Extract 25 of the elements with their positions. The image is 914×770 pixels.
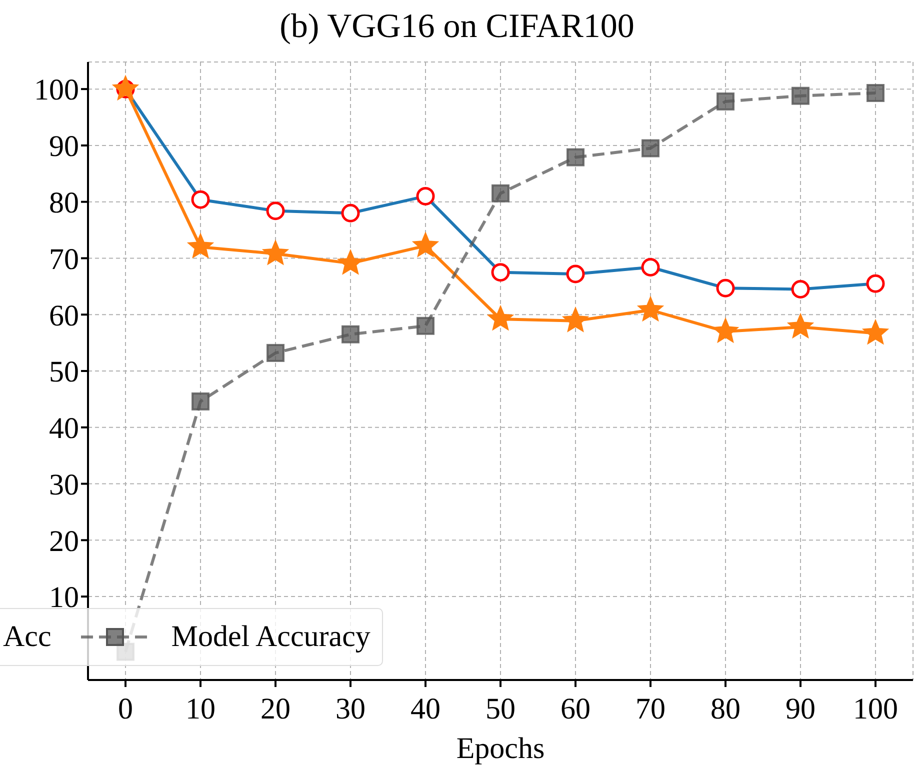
x-tick-label: 30 [336,692,366,726]
x-tick-label: 40 [410,692,440,726]
y-tick-label: 30 [49,468,79,502]
y-tick-label: 80 [49,186,79,220]
x-tick-label: 20 [260,692,290,726]
y-tick-label: 100 [34,74,79,107]
x-tick-label: 0 [118,692,133,726]
y-tick-label: 40 [49,412,79,446]
y-tick-label: 10 [49,581,79,614]
x-axis-title: Epochs [456,732,545,765]
y-tick-label: 20 [49,524,79,558]
y-tick-label: 60 [49,299,79,332]
x-tick-label: 10 [186,692,216,726]
chart-title: (b) VGG16 on CIFAR100 [278,8,636,46]
x-tick-label: 60 [560,692,590,726]
y-tick-label: 70 [49,242,79,276]
x-tick-label: 90 [786,692,816,726]
x-tick-label: 70 [636,692,666,726]
x-tick-label: 50 [486,692,516,726]
text: Acc [3,620,52,654]
legend-label: Model Accuracy [171,620,370,654]
x-tick-label: 80 [710,692,740,726]
y-tick-label: 50 [49,356,79,389]
x-tick-label: 100 [853,692,898,726]
y-tick-label: 90 [49,130,79,164]
